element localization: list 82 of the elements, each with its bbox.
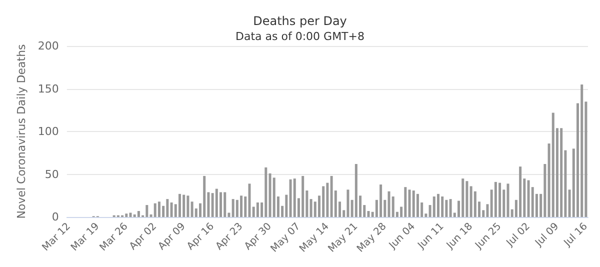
chart-subtitle: Data as of 0:00 GMT+8 [236,30,364,43]
bar [293,178,296,217]
bar [580,84,584,217]
y-axis-title: Novel Coronavirus Daily Deaths [15,44,28,219]
bar [462,178,464,217]
bar [224,192,226,217]
bar [137,211,140,217]
bar [486,204,489,217]
bar [432,196,436,217]
x-tick-label: Jun 04 [386,221,418,252]
bar [470,186,472,217]
bar [498,182,502,217]
x-tick-label: Apr 16 [185,221,216,252]
x-tick-label: Apr 02 [128,221,160,252]
bar [211,193,214,217]
y-tick-label: 100 [38,125,59,138]
bar [544,164,546,217]
bar [552,112,554,217]
bar [289,179,292,217]
bar [326,182,329,217]
bar [449,199,452,217]
x-tick-label: Mar 26 [98,221,130,254]
x-tick-label: Jul 09 [532,221,562,250]
bar [232,199,234,217]
bar [272,178,276,217]
bar [330,176,333,217]
bar [527,180,530,217]
x-tick-label: Jul 02 [504,221,532,250]
x-tick-label: Jun 11 [415,221,446,252]
bar [408,190,411,217]
bar [346,190,350,217]
bar [506,184,510,217]
bar [215,188,218,217]
bar [388,191,390,217]
bar [354,164,358,217]
bar [146,205,148,217]
bar [133,214,136,217]
bar [166,199,169,217]
bar [404,187,407,217]
bar [519,166,522,217]
bar [310,199,312,217]
bar [392,196,394,217]
bar [264,167,268,217]
bar [158,202,160,217]
bar [322,186,325,217]
y-tick-label: 200 [38,40,59,52]
chart-title: Deaths per Day [253,14,347,28]
x-tick-label: Jun 25 [472,221,504,252]
bar [285,194,288,217]
bar [256,202,259,217]
bar [154,203,156,217]
bar [302,176,304,217]
y-tick-label: 150 [38,82,59,96]
x-tick-label: Apr 23 [214,221,246,252]
y-tick-label: 0 [52,210,59,224]
bar [412,190,415,217]
bar [494,182,497,217]
x-tick-label: Jun 18 [444,221,475,252]
bar [436,194,440,217]
bar [268,173,272,217]
bar [248,184,251,217]
bar [445,200,448,217]
bar [466,181,468,217]
bar [182,194,186,217]
x-tick-label: Apr 09 [156,221,188,252]
bar [178,194,181,217]
bar [380,184,382,217]
bar [416,194,419,217]
bar [170,202,173,217]
bar [220,192,222,217]
bar [560,128,563,217]
bar [190,202,194,217]
bar [441,196,444,217]
bar [186,196,190,217]
bar [129,212,132,217]
bar [203,176,206,217]
bar [252,206,255,217]
bar [236,200,238,217]
y-tick-label: 50 [44,168,59,181]
bar [125,214,128,217]
bar [240,196,243,217]
x-tick-label: Jul 16 [562,221,590,250]
